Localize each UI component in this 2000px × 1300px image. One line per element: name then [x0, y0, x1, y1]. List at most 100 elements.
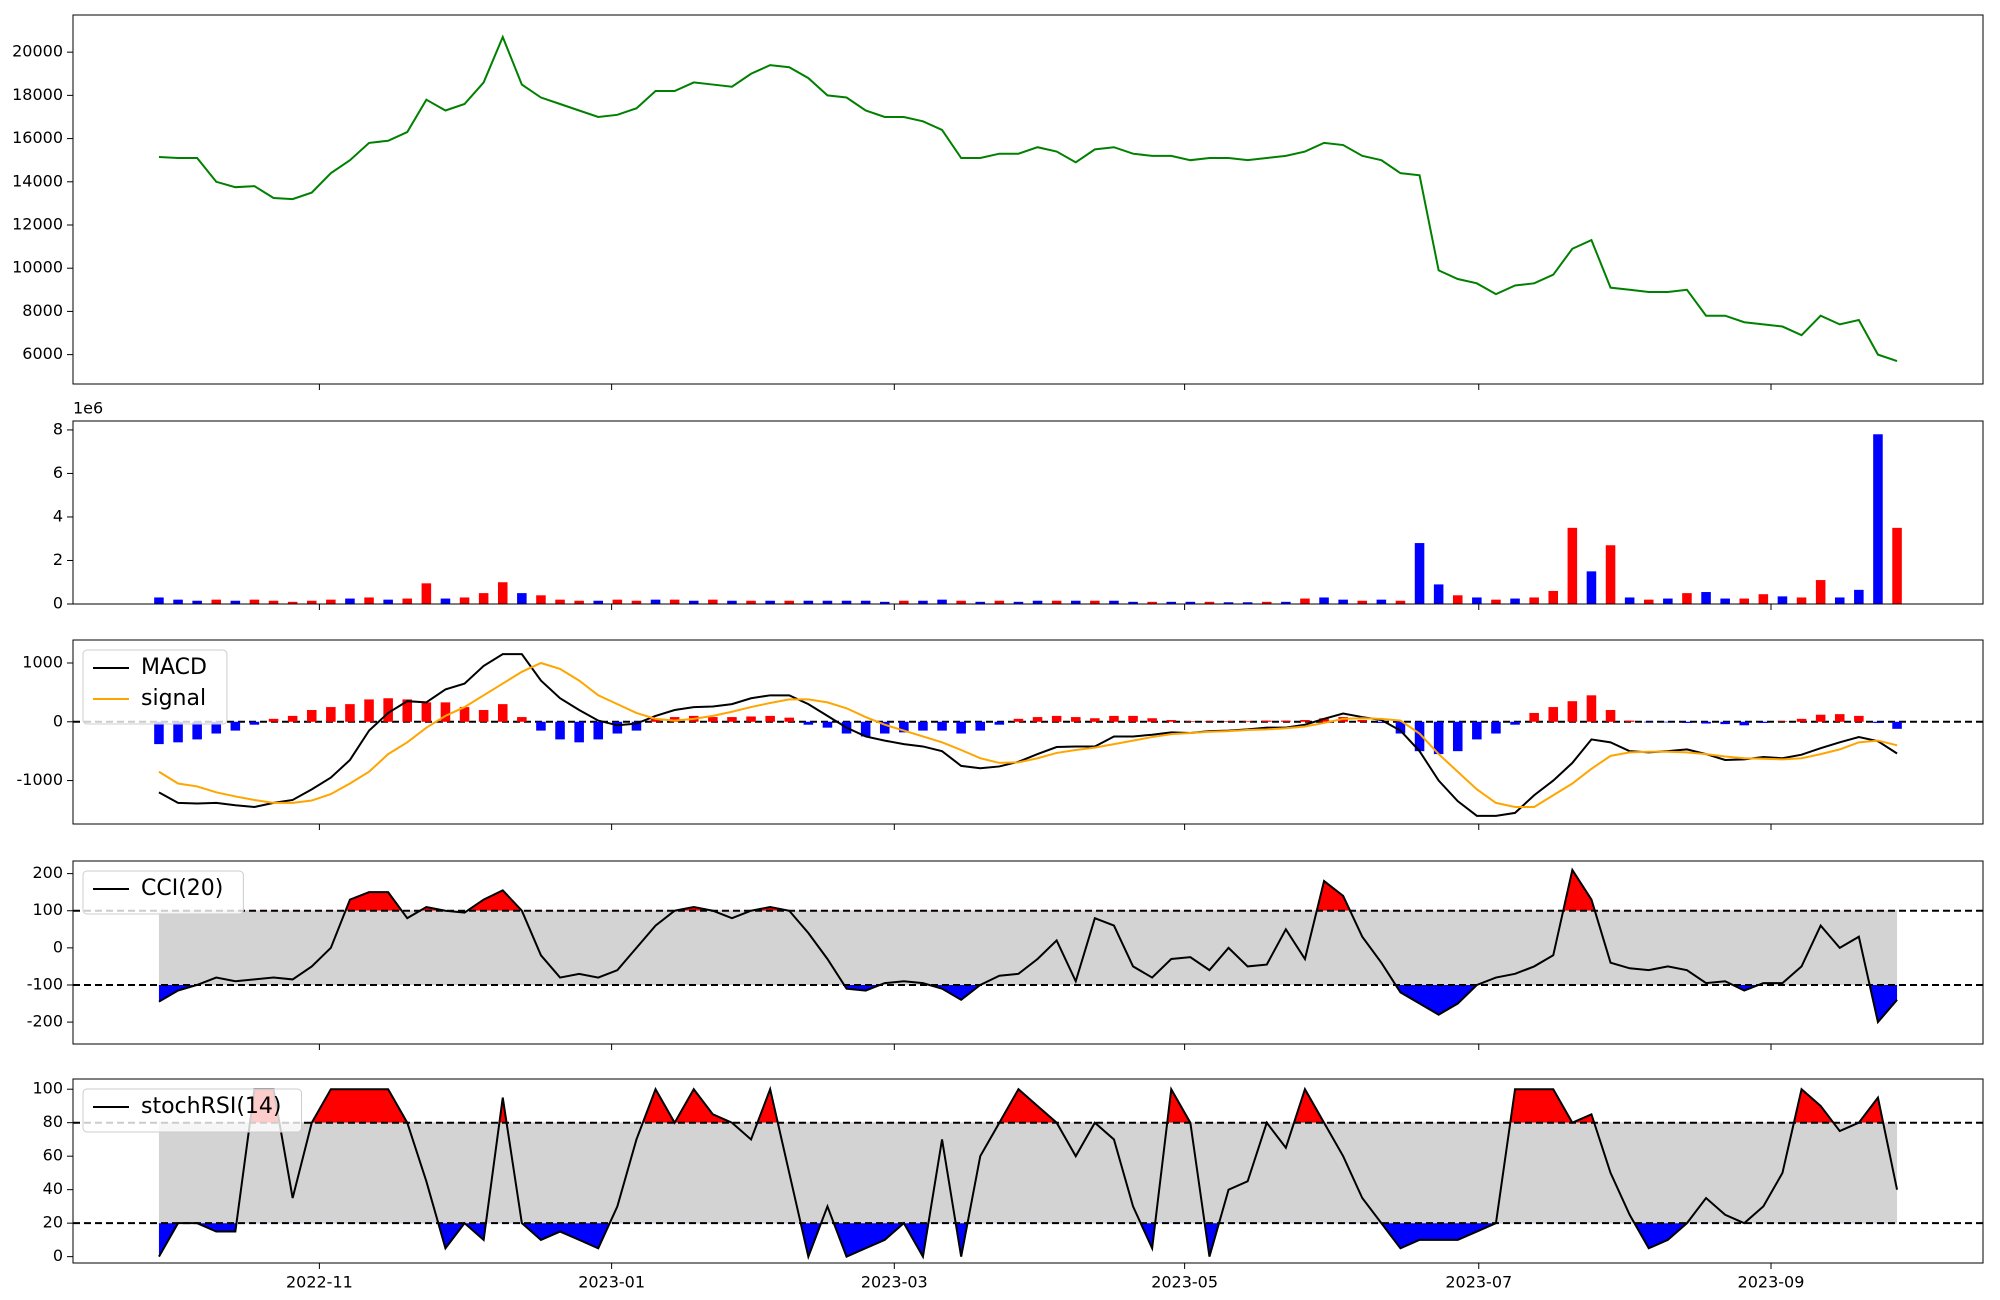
bar — [1739, 598, 1750, 604]
bar — [1796, 597, 1807, 604]
line — [158, 867, 1898, 1025]
bar — [1834, 597, 1845, 604]
bar — [154, 721, 164, 745]
bar — [364, 597, 374, 604]
bar — [517, 593, 527, 604]
bar — [612, 721, 623, 734]
panel-frame — [72, 420, 1984, 605]
y-tick-label: 1000 — [22, 652, 63, 671]
legend-box — [82, 870, 244, 915]
bar — [268, 718, 279, 722]
bar — [1567, 527, 1578, 604]
bar — [326, 707, 336, 722]
y-tick-label: 0 — [53, 594, 63, 613]
panel-frame — [72, 639, 1984, 825]
y-tick-label: 6000 — [22, 344, 63, 363]
bar — [536, 595, 546, 604]
bar — [574, 721, 584, 743]
bar — [669, 599, 680, 604]
bar — [994, 600, 1005, 604]
bar — [1109, 600, 1119, 604]
bar — [1643, 721, 1654, 723]
bar — [1663, 598, 1673, 604]
bar — [230, 721, 241, 731]
bar — [899, 600, 909, 604]
bar — [1338, 599, 1348, 604]
bar — [650, 718, 661, 722]
bar — [1739, 721, 1750, 726]
y-tick-label: 12000 — [12, 214, 63, 233]
y-tick-label: 14000 — [12, 171, 63, 190]
bar — [1357, 720, 1368, 722]
y-tick-label: 8 — [53, 419, 63, 438]
bar — [192, 721, 202, 740]
bar — [211, 599, 222, 604]
bar — [956, 600, 966, 604]
bar — [1109, 715, 1119, 722]
bar — [1204, 601, 1215, 604]
bar — [1204, 721, 1215, 722]
legend: stochRSI(14) — [82, 1088, 302, 1133]
bar — [459, 597, 470, 604]
bar — [1319, 718, 1329, 722]
y-offset-label: 1e6 — [73, 399, 103, 418]
bar — [1261, 720, 1272, 722]
bar — [918, 721, 928, 731]
bar — [803, 600, 814, 604]
bar — [1223, 602, 1234, 604]
bar — [1529, 597, 1539, 604]
bar — [803, 721, 814, 725]
y-tick-label: 8000 — [22, 301, 63, 320]
bar — [1261, 601, 1272, 604]
bar — [497, 582, 508, 604]
bar — [593, 721, 604, 740]
y-tick-label: 0 — [53, 937, 63, 956]
bar — [440, 598, 451, 604]
bar — [497, 704, 508, 722]
extreme-fill — [158, 1223, 1898, 1257]
line — [158, 653, 1898, 817]
bar — [1510, 598, 1520, 604]
y-tick-label: 20000 — [12, 42, 63, 61]
bar — [1491, 721, 1501, 734]
bar — [287, 601, 298, 604]
x-tick-label: 2023-03 — [861, 1273, 928, 1292]
legend-label: MACD — [141, 655, 207, 680]
extreme-fill — [158, 984, 1898, 1023]
bar — [879, 601, 890, 604]
bar — [478, 593, 489, 604]
bar — [1624, 720, 1635, 722]
bar — [1567, 701, 1578, 722]
bar — [822, 600, 833, 604]
y-tick-label: 0 — [53, 1246, 63, 1265]
bar — [1185, 721, 1196, 722]
bar — [975, 721, 986, 731]
bar — [956, 721, 966, 734]
bar — [536, 721, 546, 731]
bar — [937, 721, 947, 731]
bar — [1013, 601, 1024, 604]
y-tick-label: 20 — [43, 1213, 63, 1232]
x-tick-label: 2023-07 — [1445, 1273, 1512, 1292]
bar — [860, 721, 871, 737]
y-tick-label: 0 — [53, 711, 63, 730]
extreme-fill — [158, 1089, 1898, 1123]
legend-label: signal — [141, 686, 206, 711]
bar — [784, 717, 795, 722]
bar — [1758, 721, 1769, 723]
bar — [669, 717, 680, 722]
bar — [478, 710, 489, 722]
bar — [1128, 715, 1138, 722]
bar — [1013, 718, 1024, 722]
bar — [1433, 721, 1444, 755]
bar — [1051, 715, 1062, 722]
bar — [574, 600, 584, 604]
legend: CCI(20) — [82, 870, 244, 915]
bar — [1452, 721, 1463, 752]
bar — [746, 716, 756, 722]
bar — [822, 721, 833, 728]
bar — [1147, 718, 1157, 722]
bar — [1281, 601, 1291, 604]
bar — [1720, 721, 1730, 725]
